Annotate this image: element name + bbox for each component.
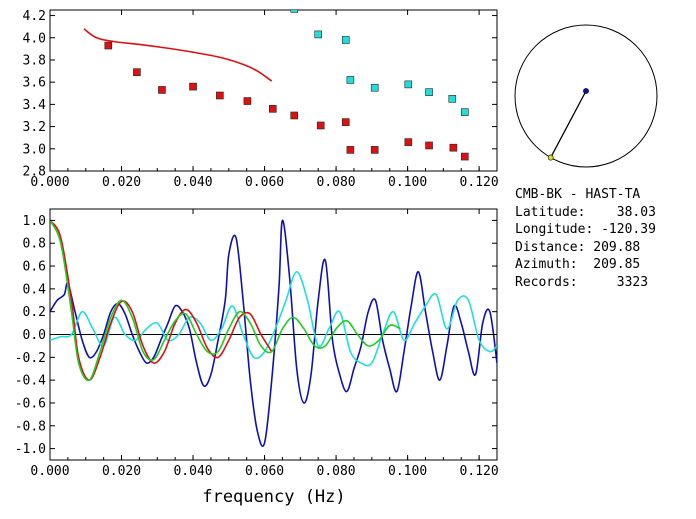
bottom-x-tick-label: 0.040 xyxy=(173,464,212,479)
top-point xyxy=(425,88,433,96)
top-y-tick-label: 4.2 xyxy=(23,9,46,24)
top-point xyxy=(341,36,350,44)
bottom-x-tick-label: 0.020 xyxy=(102,464,141,479)
top-point xyxy=(425,141,433,150)
map-circle xyxy=(514,24,658,168)
top-point xyxy=(158,86,166,94)
top-y-tick-label: 3.0 xyxy=(23,142,46,157)
top-point xyxy=(449,143,458,152)
top-x-tick-label: 0.060 xyxy=(245,175,284,190)
top-x-tick-label: 0.080 xyxy=(317,175,356,190)
azimuth-map xyxy=(514,24,658,168)
bottom-x-tick-label: 0.080 xyxy=(317,464,356,479)
records-label: Records: xyxy=(515,274,578,290)
top-x-tick-label: 0.020 xyxy=(102,175,141,190)
top-y-tick-label: 3.6 xyxy=(23,76,46,91)
bottom-y-tick-label: 0.2 xyxy=(23,305,46,320)
bottom-series-line-0 xyxy=(50,219,497,447)
top-point xyxy=(404,138,413,146)
azimuth-line xyxy=(550,90,587,158)
top-point xyxy=(346,146,355,154)
bottom-y-tick-label: -0.8 xyxy=(15,419,46,434)
top-panel-frame xyxy=(49,9,498,172)
top-panel-ticks: 0.000 0.020 0.040 0.060 0.080 0.100 0.120 2.8 3.… xyxy=(23,9,499,190)
top-point xyxy=(133,68,141,76)
top-point xyxy=(461,108,469,116)
bottom-y-tick-label: 0.4 xyxy=(23,282,47,297)
top-y-tick-label: 3.8 xyxy=(23,53,46,68)
bottom-series-line-1 xyxy=(50,270,497,367)
bottom-panel-marks xyxy=(50,219,497,447)
top-x-tick-label: 0.000 xyxy=(30,175,69,190)
top-point xyxy=(370,146,379,154)
x-axis-title: frequency (Hz) xyxy=(202,487,345,507)
distance-value: 209.88 xyxy=(593,239,641,255)
bottom-y-tick-label: -0.4 xyxy=(15,374,46,389)
top-point xyxy=(189,82,197,91)
bottom-series-line-3 xyxy=(50,220,401,382)
top-series-group xyxy=(83,10,469,161)
top-y-tick-label: 3.4 xyxy=(23,98,47,113)
bottom-series-group xyxy=(50,219,497,447)
remote-station-marker xyxy=(547,154,554,161)
top-point xyxy=(404,80,413,89)
bottom-y-tick-label: -0.6 xyxy=(15,396,46,411)
top-point xyxy=(346,76,355,84)
bottom-x-tick-label: 0.060 xyxy=(245,464,284,479)
top-x-tick-label: 0.040 xyxy=(173,175,212,190)
bottom-x-tick-label: 0.100 xyxy=(388,464,427,479)
azimuth-value: 209.85 xyxy=(593,257,641,272)
top-point xyxy=(341,118,350,126)
bottom-y-tick-label: 0.0 xyxy=(23,328,46,343)
bottom-y-tick-label: 0.6 xyxy=(23,260,46,275)
bottom-y-tick-label: 1.0 xyxy=(23,214,46,229)
top-x-tick-label: 0.100 xyxy=(388,175,427,190)
info-panel: CMB-BK - HAST-TA Latitude: 38.03 Longitude… xyxy=(515,186,656,291)
station-marker xyxy=(583,88,589,94)
top-point xyxy=(290,10,299,13)
top-point xyxy=(314,30,323,39)
top-y-tick-label: 4.0 xyxy=(23,31,46,46)
top-point xyxy=(268,105,277,113)
top-point xyxy=(448,95,457,103)
top-point xyxy=(216,91,224,100)
longitude-label: Longitude: xyxy=(515,222,594,237)
bottom-x-tick-label: 0.120 xyxy=(460,464,499,479)
bottom-series-line-2 xyxy=(50,219,273,381)
azimuth-label: Azimuth: xyxy=(515,257,578,272)
bottom-y-tick-label: 0.8 xyxy=(23,237,46,252)
top-point xyxy=(461,152,469,161)
bottom-panel-ticks: 0.000 0.020 0.040 0.060 0.080 0.100 0.120 1.0 0.… xyxy=(15,209,499,479)
top-point xyxy=(104,41,113,50)
longitude-value: -120.39 xyxy=(601,222,656,237)
bottom-y-tick-label: -0.2 xyxy=(15,351,46,366)
bottom-x-tick-label: 0.000 xyxy=(30,464,69,479)
latitude-label: Latitude: xyxy=(515,204,586,220)
records-value: 3323 xyxy=(616,274,649,290)
distance-label: Distance: xyxy=(515,239,586,255)
bottom-y-tick-label: -1.0 xyxy=(15,442,46,457)
top-point xyxy=(370,83,379,92)
top-point xyxy=(290,111,299,120)
top-point xyxy=(316,121,325,130)
top-series-line-2 xyxy=(83,28,273,82)
top-point xyxy=(243,97,252,105)
top-y-tick-label: 3.2 xyxy=(23,120,46,135)
latitude-value: 38.03 xyxy=(616,204,656,220)
top-x-tick-label: 0.120 xyxy=(460,175,499,190)
top-panel-marks xyxy=(83,10,469,161)
station-pair: CMB-BK - HAST-TA xyxy=(515,187,641,202)
top-y-tick-label: 2.8 xyxy=(23,165,46,180)
